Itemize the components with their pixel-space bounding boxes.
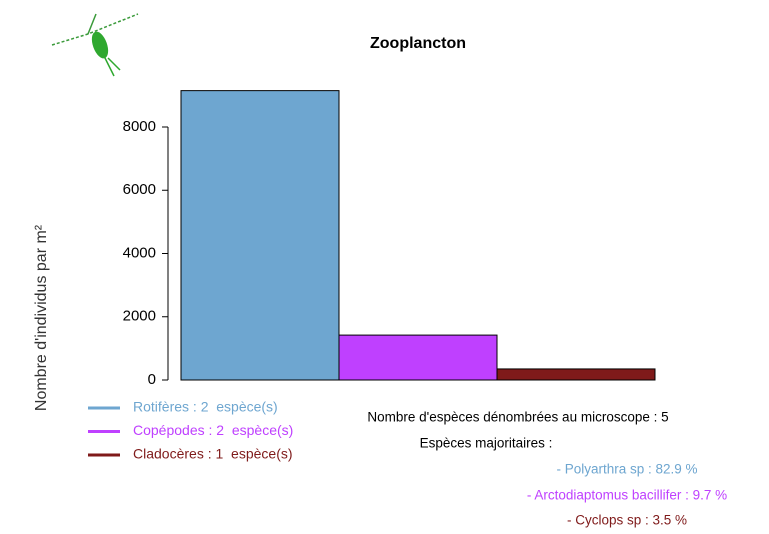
legend-label: Rotifères : 2 espèce(s) xyxy=(133,399,278,415)
zooplankton-icon xyxy=(51,13,139,77)
y-tick-label: 0 xyxy=(148,371,156,388)
y-axis-label: Nombre d'individus par m² xyxy=(33,224,50,411)
annotation: - Arctodiaptomus bacillifer : 9.7 % xyxy=(527,488,727,503)
annotation: Espèces majoritaires : xyxy=(420,436,553,451)
annotation: - Cyclops sp : 3.5 % xyxy=(567,513,687,528)
bar xyxy=(180,90,340,381)
y-tick-label: 2000 xyxy=(123,308,156,325)
legend-label: Copépodes : 2 espèce(s) xyxy=(133,422,293,438)
y-tick-label: 8000 xyxy=(123,118,156,135)
y-tick-label: 4000 xyxy=(123,244,156,261)
bar xyxy=(338,334,498,381)
legend-label: Cladocères : 1 espèce(s) xyxy=(133,446,293,462)
bar xyxy=(496,368,656,381)
annotation: - Polyarthra sp : 82.9 % xyxy=(556,462,697,477)
annotation: Nombre d'espèces dénombrées au microscop… xyxy=(367,410,668,425)
chart-title: Zooplancton xyxy=(370,35,466,52)
y-tick-label: 6000 xyxy=(123,181,156,198)
